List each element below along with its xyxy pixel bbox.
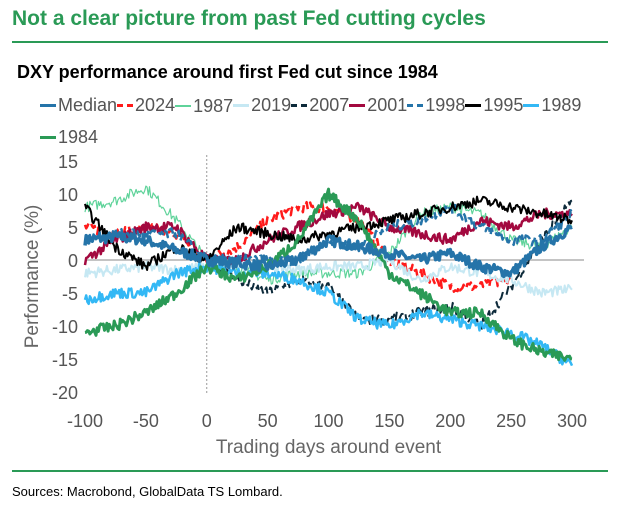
legend-item-median: Median: [40, 92, 117, 119]
y-tick-label: 15: [58, 152, 78, 172]
legend-item-2019: 2019: [233, 92, 291, 119]
legend-label: 1989: [541, 95, 582, 115]
y-tick-label: -5: [62, 284, 78, 304]
legend-swatch: [349, 104, 366, 107]
legend-item-1987: 1987: [175, 93, 233, 120]
y-tick-label: 5: [68, 218, 78, 238]
x-tick-label: 200: [435, 411, 465, 431]
source-note: Sources: Macrobond, GlobalData TS Lombar…: [12, 484, 283, 499]
legend-swatch: [407, 104, 424, 107]
legend-label: 2001: [367, 95, 408, 115]
legend-item-1984: 1984: [40, 124, 98, 151]
x-tick-label: -100: [67, 411, 103, 431]
legend-item-2001: 2001: [349, 92, 407, 119]
series-line-2001: [83, 201, 573, 266]
y-tick-label: -10: [52, 317, 78, 337]
x-tick-label: 250: [496, 411, 526, 431]
legend-label: 2019: [251, 95, 292, 115]
title-divider: [12, 41, 608, 43]
legend-item-1998: 1998: [407, 92, 465, 119]
series-line-1989: [83, 262, 574, 367]
series-line-median: [83, 224, 573, 279]
y-tick-label: 10: [58, 185, 78, 205]
series-line-1984: [84, 187, 573, 362]
x-tick-label: 50: [258, 411, 278, 431]
series-line-2024: [83, 200, 512, 293]
legend-swatch: [175, 105, 192, 107]
legend-label: 2007: [309, 95, 350, 115]
chart-title: DXY performance around first Fed cut sin…: [17, 62, 438, 82]
legend-swatch: [233, 104, 250, 107]
y-tick-label: 0: [68, 251, 78, 271]
legend-label: 1998: [425, 95, 466, 115]
legend-item-1995: 1995: [465, 92, 523, 119]
legend-swatch: [40, 104, 56, 107]
legend-label: 2024: [135, 95, 176, 115]
legend-label: 1995: [483, 95, 524, 115]
y-axis-label: Performance (%): [22, 205, 43, 349]
y-tick-label: -20: [52, 383, 78, 403]
legend-item-2007: 2007: [291, 92, 349, 119]
legend-label: 1987: [193, 95, 234, 116]
x-axis-label: Trading days around event: [216, 437, 442, 458]
series-line-1998: [83, 202, 574, 267]
legend-swatch: [291, 104, 308, 107]
legend-swatch: [523, 104, 540, 107]
y-tick-label: -15: [52, 350, 78, 370]
legend-item-1989: 1989: [523, 92, 581, 119]
series-line-1995: [84, 195, 573, 271]
x-tick-label: 100: [313, 411, 343, 431]
legend-label: 1984: [58, 126, 99, 147]
x-tick-label: 300: [557, 411, 587, 431]
legend-label: Median: [58, 95, 118, 115]
page-title: Not a clear picture from past Fed cuttin…: [12, 7, 486, 30]
legend-swatch: [117, 104, 134, 107]
footer-divider: [12, 470, 608, 472]
legend-swatch: [465, 104, 482, 107]
legend-swatch: [40, 135, 56, 139]
legend-item-2024: 2024: [117, 92, 175, 119]
chart-legend: Median 2024 1987 2019 2007 2001 1998 1995 1989 19…: [40, 88, 610, 151]
series-line-2019: [84, 254, 573, 298]
x-tick-label: 0: [202, 411, 212, 431]
series-line-2007: [206, 199, 573, 330]
x-tick-label: 150: [374, 411, 404, 431]
x-tick-label: -50: [133, 411, 159, 431]
